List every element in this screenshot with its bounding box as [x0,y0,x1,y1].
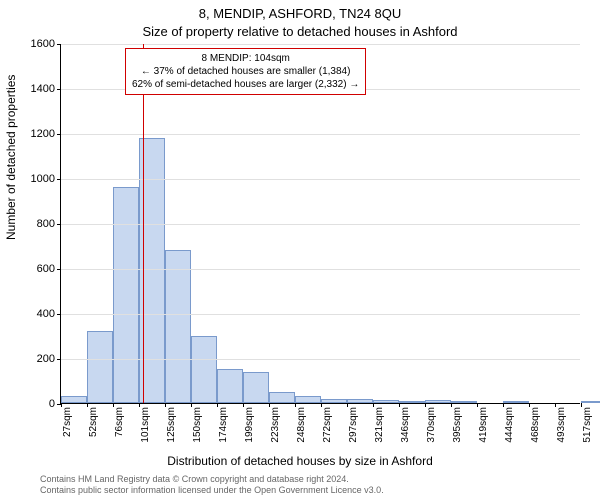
ytick-mark [57,134,61,135]
info-box-line: 8 MENDIP: 104sqm [132,52,359,65]
grid-line [61,134,580,135]
ytick-label: 1600 [31,38,55,50]
xtick-label: 76sqm [114,407,125,437]
plot-area: 8 MENDIP: 104sqm← 37% of detached houses… [60,44,580,404]
ytick-label: 400 [37,308,55,320]
histogram-bar [347,399,373,403]
histogram-bar [451,401,477,403]
ytick-label: 200 [37,353,55,365]
histogram-bar [113,187,139,403]
xtick-label: 419sqm [478,407,489,443]
xtick-label: 297sqm [348,407,359,443]
ytick-label: 800 [37,218,55,230]
xtick-label: 150sqm [192,407,203,443]
grid-line [61,359,580,360]
histogram-bar [269,392,295,403]
xtick-label: 321sqm [374,407,385,443]
histogram-bar [321,399,347,404]
y-axis-label: Number of detached properties [4,75,18,240]
x-axis-label: Distribution of detached houses by size … [0,454,600,468]
xtick-label: 52sqm [88,407,99,437]
histogram-bar [373,400,399,403]
xtick-label: 395sqm [452,407,463,443]
marker-info-box: 8 MENDIP: 104sqm← 37% of detached houses… [125,48,366,95]
xtick-label: 174sqm [218,407,229,443]
xtick-label: 125sqm [166,407,177,443]
footer-attribution: Contains HM Land Registry data © Crown c… [0,474,600,497]
xtick-label: 27sqm [62,407,73,437]
xtick-label: 517sqm [582,407,593,443]
ytick-label: 1200 [31,128,55,140]
info-box-line: ← 37% of detached houses are smaller (1,… [132,65,359,78]
grid-line [61,44,580,45]
ytick-mark [57,224,61,225]
histogram-bar [217,369,243,403]
histogram-bar [61,396,87,403]
xtick-label: 468sqm [530,407,541,443]
histogram-bar [295,396,321,403]
grid-line [61,269,580,270]
histogram-bar [503,401,529,403]
chart-title-description: Size of property relative to detached ho… [0,24,600,39]
xtick-label: 223sqm [270,407,281,443]
footer-line-2: Contains public sector information licen… [40,485,600,496]
ytick-label: 600 [37,263,55,275]
ytick-label: 1400 [31,83,55,95]
xtick-label: 346sqm [400,407,411,443]
xtick-label: 370sqm [426,407,437,443]
histogram-bar [581,401,600,403]
histogram-bar [191,336,217,404]
xtick-label: 101sqm [140,407,151,443]
histogram-bar [425,400,451,403]
grid-line [61,179,580,180]
marker-line [143,44,144,403]
info-box-line: 62% of semi-detached houses are larger (… [132,78,359,91]
ytick-label: 1000 [31,173,55,185]
chart-container: 8, MENDIP, ASHFORD, TN24 8QU Size of pro… [0,0,600,500]
histogram-bar [87,331,113,403]
ytick-mark [57,44,61,45]
xtick-label: 444sqm [504,407,515,443]
xtick-label: 199sqm [244,407,255,443]
histogram-bar [243,372,269,404]
ytick-mark [57,314,61,315]
ytick-mark [57,359,61,360]
histogram-bar [399,401,425,403]
ytick-mark [57,89,61,90]
footer-line-1: Contains HM Land Registry data © Crown c… [40,474,600,485]
xtick-label: 248sqm [296,407,307,443]
grid-line [61,224,580,225]
histogram-bar [165,250,191,403]
ytick-label: 0 [49,398,55,410]
ytick-mark [57,269,61,270]
ytick-mark [57,179,61,180]
grid-line [61,314,580,315]
xtick-label: 272sqm [322,407,333,443]
chart-title-address: 8, MENDIP, ASHFORD, TN24 8QU [0,6,600,21]
xtick-label: 493sqm [556,407,567,443]
